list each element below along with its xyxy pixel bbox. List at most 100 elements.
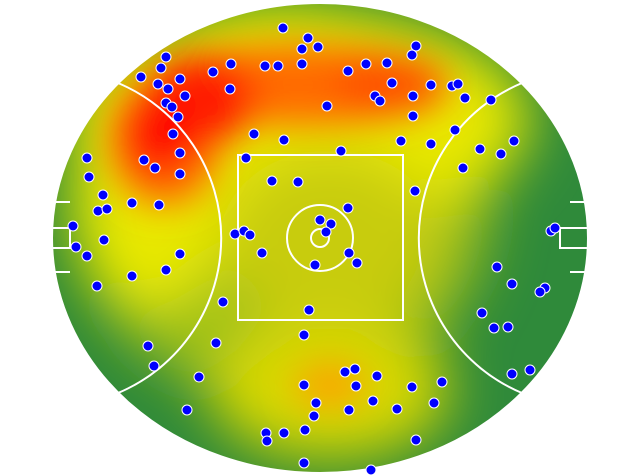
point [425,138,437,150]
point [449,124,461,136]
point [308,410,320,422]
point [179,90,191,102]
point [335,145,347,157]
point [83,171,95,183]
point [360,58,372,70]
point [292,176,304,188]
point [225,58,237,70]
point [217,296,229,308]
point [167,128,179,140]
point [160,264,172,276]
point [549,222,561,234]
point [365,464,377,476]
point [67,220,79,232]
point [148,360,160,372]
point [244,229,256,241]
point [409,185,421,197]
point [126,270,138,282]
point [101,203,113,215]
point [534,286,546,298]
point [98,234,110,246]
point [459,92,471,104]
point [391,403,403,415]
point [152,78,164,90]
point [314,214,326,226]
point [224,83,236,95]
point [457,162,469,174]
point [155,62,167,74]
point [298,329,310,341]
point [495,148,507,160]
point [508,135,520,147]
point [160,51,172,63]
point [485,94,497,106]
point [407,110,419,122]
point [162,83,174,95]
point [142,340,154,352]
point [381,57,393,69]
point [350,380,362,392]
point [256,247,268,259]
point [406,381,418,393]
point [310,397,322,409]
point [92,205,104,217]
point [229,228,241,240]
point [81,250,93,262]
point [321,100,333,112]
point [296,43,308,55]
point [299,424,311,436]
point [407,90,419,102]
point [303,304,315,316]
point [524,364,536,376]
point [506,278,518,290]
point [259,60,271,72]
point [312,41,324,53]
point [410,40,422,52]
point [272,60,284,72]
point [240,152,252,164]
point [506,368,518,380]
point [174,168,186,180]
point [138,154,150,166]
point [149,162,161,174]
point [277,22,289,34]
point [488,322,500,334]
point [296,58,308,70]
point [474,143,486,155]
point [339,366,351,378]
point [193,371,205,383]
point [320,226,332,238]
point [261,435,273,447]
point [298,379,310,391]
point [174,147,186,159]
point [343,247,355,259]
point [135,71,147,83]
point [174,73,186,85]
point [428,397,440,409]
point [386,77,398,89]
point [266,175,278,187]
point [367,395,379,407]
point [126,197,138,209]
point [410,434,422,446]
point [278,427,290,439]
point [325,218,337,230]
point [70,241,82,253]
point [491,261,503,273]
point [81,152,93,164]
point [395,135,407,147]
point [278,134,290,146]
point [210,337,222,349]
point [349,363,361,375]
point [342,65,354,77]
point [371,370,383,382]
point [476,307,488,319]
point [502,321,514,333]
point [97,189,109,201]
point [374,95,386,107]
point [425,79,437,91]
point [248,128,260,140]
point [343,404,355,416]
